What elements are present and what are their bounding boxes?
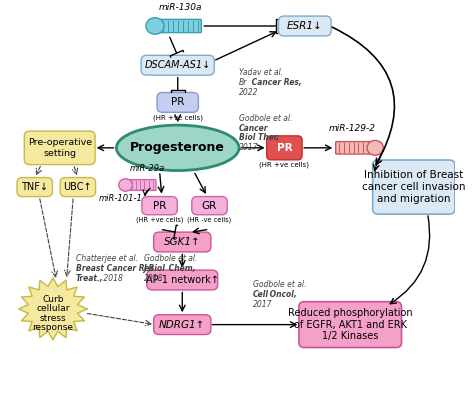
Text: 2017: 2017 [239,143,258,152]
FancyBboxPatch shape [192,196,227,215]
Text: 2017: 2017 [253,300,272,309]
FancyBboxPatch shape [154,232,211,252]
Text: stress: stress [40,314,66,322]
Text: miR-101-1: miR-101-1 [99,194,143,203]
Text: Yadav et al.: Yadav et al. [239,68,285,77]
Text: response: response [32,323,73,332]
Circle shape [146,18,164,34]
Text: Cell: Cell [253,290,269,299]
Text: Cancer: Cancer [239,123,268,133]
Text: DSCAM-AS1↓: DSCAM-AS1↓ [145,60,211,70]
Text: Treat.,: Treat., [75,274,103,283]
Text: ESR1↓: ESR1↓ [287,21,323,31]
FancyBboxPatch shape [157,93,199,112]
Circle shape [118,179,132,191]
Text: Godbole et al.: Godbole et al. [253,281,309,289]
Text: PR: PR [153,201,166,211]
Text: Curb: Curb [42,295,64,304]
Text: Inhibition of Breast
cancer cell invasion
and migration: Inhibition of Breast cancer cell invasio… [362,171,465,203]
Text: SGK1↑: SGK1↑ [164,237,201,247]
Text: Chatterjee et al.: Chatterjee et al. [75,254,137,263]
FancyBboxPatch shape [17,178,53,196]
FancyBboxPatch shape [142,196,177,215]
Text: miR-129-2: miR-129-2 [329,124,376,133]
Text: (HR +ve cells): (HR +ve cells) [153,115,203,121]
FancyBboxPatch shape [60,178,96,196]
Text: TNF↓: TNF↓ [21,182,48,192]
Text: Chem,: Chem, [166,264,196,273]
FancyBboxPatch shape [336,142,376,154]
Text: Godbole et al.: Godbole et al. [239,113,295,123]
Text: GR: GR [202,201,217,211]
Text: 2018: 2018 [101,274,123,283]
FancyBboxPatch shape [267,136,302,160]
FancyBboxPatch shape [147,270,218,290]
Text: AP-1 network↑: AP-1 network↑ [146,275,219,285]
Text: 2022: 2022 [239,88,258,97]
Text: Breast Cancer Res.: Breast Cancer Res. [75,264,156,273]
Text: Br: Br [239,78,247,87]
Text: NDRG1↑: NDRG1↑ [159,319,205,329]
Text: Reduced phosphorylation
of EGFR, AKT1 and ERK
1/2 Kinases: Reduced phosphorylation of EGFR, AKT1 an… [288,308,412,341]
Text: Progesterone: Progesterone [130,141,225,154]
FancyBboxPatch shape [24,131,95,165]
Text: Oncol,: Oncol, [267,290,296,299]
Text: Pre-operative
setting: Pre-operative setting [27,138,92,158]
Text: (HR +ve cells): (HR +ve cells) [136,217,183,224]
Text: Godbole et al.: Godbole et al. [144,254,200,263]
Text: 2018: 2018 [144,274,163,283]
Text: Biol Ther,: Biol Ther, [239,133,279,143]
Text: miR-29a: miR-29a [129,163,164,173]
Circle shape [367,141,383,155]
Text: (HR -ve cells): (HR -ve cells) [187,217,232,224]
Text: Cancer Res,: Cancer Res, [248,78,301,87]
Text: PR: PR [277,143,292,153]
FancyBboxPatch shape [373,160,455,214]
Text: UBC↑: UBC↑ [64,182,92,192]
FancyBboxPatch shape [154,19,201,33]
Ellipse shape [117,125,239,171]
Text: (HR +ve cells): (HR +ve cells) [259,162,310,168]
FancyBboxPatch shape [154,315,211,334]
FancyBboxPatch shape [141,55,214,75]
Text: PR: PR [171,98,184,108]
FancyBboxPatch shape [299,301,401,347]
FancyBboxPatch shape [279,16,331,36]
Text: J Biol: J Biol [144,264,165,273]
Text: cellular: cellular [36,304,70,314]
Polygon shape [19,278,87,340]
FancyBboxPatch shape [125,180,156,191]
Text: miR-130a: miR-130a [158,3,202,12]
